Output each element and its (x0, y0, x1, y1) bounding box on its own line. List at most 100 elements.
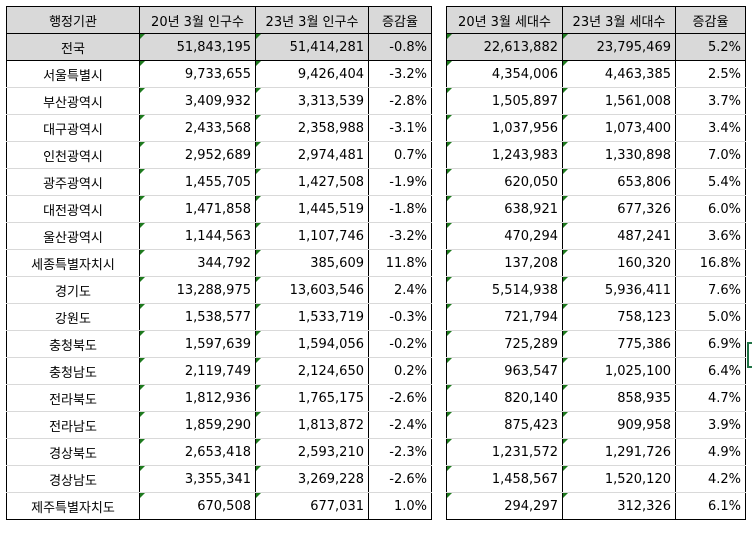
household-cell[interactable]: 1,243,983 (446, 141, 563, 169)
population-cell[interactable]: 1,471,858 (139, 195, 256, 223)
population-cell[interactable]: 2,593,210 (255, 438, 369, 466)
household-cell[interactable]: 4.9% (675, 438, 746, 466)
population-cell[interactable]: 1.0% (368, 492, 432, 520)
household-cell[interactable]: 5,514,938 (446, 276, 563, 304)
household-cell[interactable]: 294,297 (446, 492, 563, 520)
household-cell[interactable]: 137,208 (446, 249, 563, 277)
population-cell[interactable]: 2,433,568 (139, 114, 256, 142)
population-cell[interactable]: 13,603,546 (255, 276, 369, 304)
household-cell[interactable]: 4,354,006 (446, 60, 563, 88)
population-cell[interactable]: 충청남도 (6, 357, 140, 385)
population-cell[interactable]: 2.4% (368, 276, 432, 304)
population-cell[interactable]: 385,609 (255, 249, 369, 277)
household-cell[interactable]: 1,037,956 (446, 114, 563, 142)
population-cell[interactable]: 울산광역시 (6, 222, 140, 250)
population-cell[interactable]: -2.8% (368, 87, 432, 115)
household-cell[interactable]: 487,241 (562, 222, 676, 250)
population-cell[interactable]: -3.2% (368, 60, 432, 88)
household-cell[interactable]: 1,025,100 (562, 357, 676, 385)
population-cell[interactable]: 2,653,418 (139, 438, 256, 466)
population-cell[interactable]: 1,812,936 (139, 384, 256, 412)
household-cell[interactable]: 820,140 (446, 384, 563, 412)
population-cell[interactable]: 인천광역시 (6, 141, 140, 169)
population-cell[interactable]: 광주광역시 (6, 168, 140, 196)
household-cell[interactable]: 7.0% (675, 141, 746, 169)
population-cell[interactable]: -1.9% (368, 168, 432, 196)
population-cell[interactable]: 2,119,749 (139, 357, 256, 385)
population-cell[interactable]: -2.6% (368, 465, 432, 493)
population-cell[interactable]: 전국 (6, 33, 140, 61)
household-cell[interactable]: 470,294 (446, 222, 563, 250)
header-pop-rate[interactable]: 증감율 (368, 6, 432, 34)
population-cell[interactable]: 충청북도 (6, 330, 140, 358)
population-cell[interactable]: -2.6% (368, 384, 432, 412)
population-cell[interactable]: 1,445,519 (255, 195, 369, 223)
household-cell[interactable]: 23,795,469 (562, 33, 676, 61)
population-cell[interactable]: -0.2% (368, 330, 432, 358)
household-cell[interactable]: 653,806 (562, 168, 676, 196)
household-cell[interactable]: 638,921 (446, 195, 563, 223)
household-cell[interactable]: 721,794 (446, 303, 563, 331)
population-cell[interactable]: 3,355,341 (139, 465, 256, 493)
population-cell[interactable]: 0.2% (368, 357, 432, 385)
population-cell[interactable]: 2,952,689 (139, 141, 256, 169)
header-agency[interactable]: 행정기관 (6, 6, 140, 34)
population-cell[interactable]: 전라북도 (6, 384, 140, 412)
population-cell[interactable]: 대전광역시 (6, 195, 140, 223)
population-cell[interactable]: -2.4% (368, 411, 432, 439)
household-cell[interactable]: 160,320 (562, 249, 676, 277)
population-cell[interactable]: 1,597,639 (139, 330, 256, 358)
population-cell[interactable]: 3,409,932 (139, 87, 256, 115)
population-cell[interactable]: 11.8% (368, 249, 432, 277)
household-cell[interactable]: 6.4% (675, 357, 746, 385)
population-cell[interactable]: 1,765,175 (255, 384, 369, 412)
population-cell[interactable]: 1,859,290 (139, 411, 256, 439)
population-cell[interactable]: -0.8% (368, 33, 432, 61)
household-cell[interactable]: 909,958 (562, 411, 676, 439)
household-cell[interactable]: 2.5% (675, 60, 746, 88)
household-cell[interactable]: 22,613,882 (446, 33, 563, 61)
population-cell[interactable]: 1,107,746 (255, 222, 369, 250)
household-cell[interactable]: 5,936,411 (562, 276, 676, 304)
household-cell[interactable]: 620,050 (446, 168, 563, 196)
household-cell[interactable]: 16.8% (675, 249, 746, 277)
population-cell[interactable]: 서울특별시 (6, 60, 140, 88)
population-cell[interactable]: 51,414,281 (255, 33, 369, 61)
household-cell[interactable]: 312,326 (562, 492, 676, 520)
population-cell[interactable]: 제주특별자치도 (6, 492, 140, 520)
population-cell[interactable]: 677,031 (255, 492, 369, 520)
household-cell[interactable]: 3.9% (675, 411, 746, 439)
population-cell[interactable]: 2,974,481 (255, 141, 369, 169)
household-cell[interactable]: 5.0% (675, 303, 746, 331)
household-cell[interactable]: 677,326 (562, 195, 676, 223)
population-cell[interactable]: 2,358,988 (255, 114, 369, 142)
population-cell[interactable]: -3.2% (368, 222, 432, 250)
population-cell[interactable]: 3,269,228 (255, 465, 369, 493)
population-cell[interactable]: -2.3% (368, 438, 432, 466)
population-cell[interactable]: 1,594,056 (255, 330, 369, 358)
header-pop-2020[interactable]: 20년 3월 인구수 (139, 6, 256, 34)
header-hh-rate[interactable]: 증감율 (675, 6, 746, 34)
population-cell[interactable]: 전라남도 (6, 411, 140, 439)
household-cell[interactable]: 5.4% (675, 168, 746, 196)
population-cell[interactable]: -3.1% (368, 114, 432, 142)
household-cell[interactable]: 1,073,400 (562, 114, 676, 142)
household-cell[interactable]: 1,330,898 (562, 141, 676, 169)
population-cell[interactable]: 1,144,563 (139, 222, 256, 250)
population-cell[interactable]: 1,538,577 (139, 303, 256, 331)
household-cell[interactable]: 1,231,572 (446, 438, 563, 466)
household-cell[interactable]: 6.0% (675, 195, 746, 223)
household-cell[interactable]: 6.9% (675, 330, 746, 358)
population-cell[interactable]: 1,455,705 (139, 168, 256, 196)
population-cell[interactable]: 51,843,195 (139, 33, 256, 61)
household-cell[interactable]: 875,423 (446, 411, 563, 439)
household-cell[interactable]: 725,289 (446, 330, 563, 358)
household-cell[interactable]: 1,561,008 (562, 87, 676, 115)
household-cell[interactable]: 4.7% (675, 384, 746, 412)
household-cell[interactable]: 758,123 (562, 303, 676, 331)
header-pop-2023[interactable]: 23년 3월 인구수 (255, 6, 369, 34)
population-cell[interactable]: 13,288,975 (139, 276, 256, 304)
household-cell[interactable]: 7.6% (675, 276, 746, 304)
population-cell[interactable]: -1.8% (368, 195, 432, 223)
population-cell[interactable]: 3,313,539 (255, 87, 369, 115)
